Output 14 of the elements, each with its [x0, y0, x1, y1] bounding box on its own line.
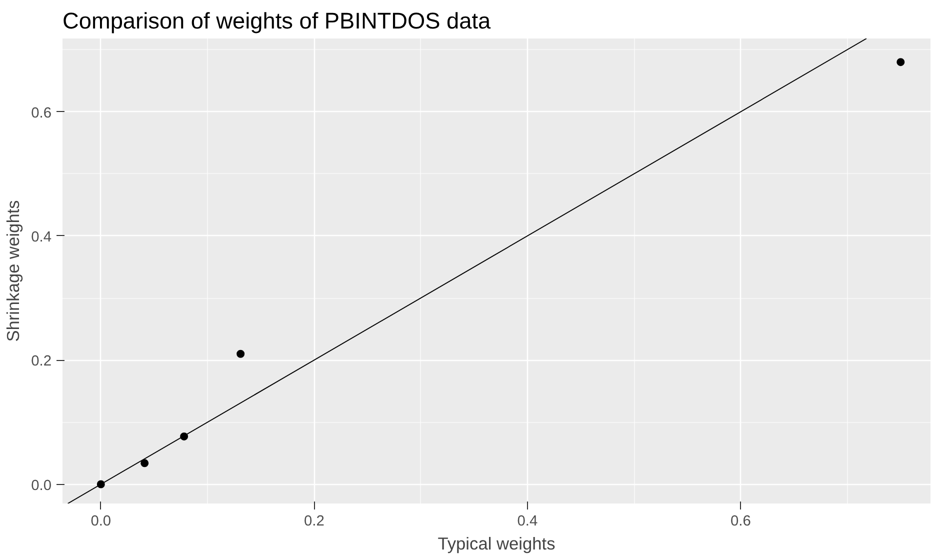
y-tick-label: 0.0	[31, 478, 52, 494]
point	[896, 58, 905, 66]
point	[236, 350, 245, 358]
x-axis-title: Typical weights	[438, 534, 556, 554]
y-axis-title: Shrinkage weights	[3, 200, 24, 342]
x-tick-label: 0.4	[517, 514, 538, 530]
y-tick-label: 0.6	[31, 105, 52, 122]
y-tick-label: 0.4	[31, 229, 52, 246]
x-tick-label: 0.6	[730, 514, 751, 530]
x-tick-label: 0.2	[304, 514, 324, 530]
y-tick-label: 0.2	[31, 354, 52, 370]
chart-title: Comparison of weights of PBINTDOS data	[62, 8, 492, 34]
x-tick-label: 0.0	[90, 514, 112, 530]
point	[140, 459, 149, 468]
